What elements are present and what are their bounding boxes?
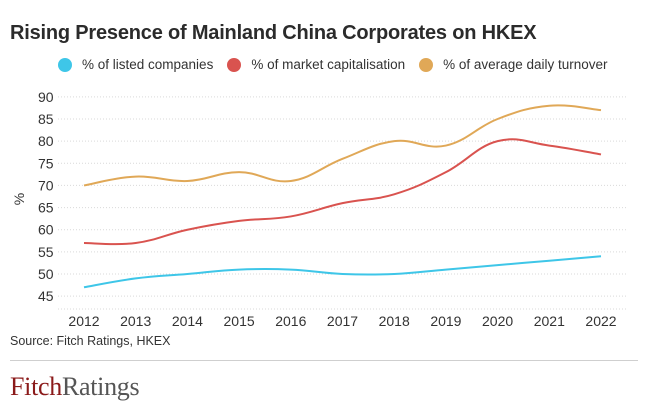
series-line-daily-turnover	[83, 104, 602, 187]
y-tick-label: 60	[38, 222, 54, 238]
legend-item-daily-turnover: % of average daily turnover	[419, 57, 608, 72]
y-tick-label: 85	[38, 111, 54, 127]
fitch-ratings-logo: FitchRatings	[10, 372, 140, 402]
y-tick-label: 50	[38, 266, 54, 282]
x-tick-label: 2022	[585, 313, 616, 329]
y-tick-label: 75	[38, 155, 54, 171]
legend-marker-listed-companies	[58, 57, 72, 72]
legend-item-market-cap: % of market capitalisation	[227, 57, 405, 72]
x-tick-label: 2020	[482, 313, 513, 329]
series-line-listed-companies	[83, 255, 602, 289]
legend-marker-market-cap	[227, 57, 242, 72]
x-tick-label: 2012	[68, 313, 99, 329]
x-tick-label: 2017	[327, 313, 358, 329]
legend-item-listed-companies: % of listed companies	[58, 57, 213, 72]
series-lines	[83, 104, 602, 289]
legend-label-market-cap: % of market capitalisation	[251, 57, 406, 72]
y-tick-label: 70	[38, 177, 54, 193]
y-tick-label: 65	[38, 200, 54, 216]
x-axis-ticks: 2012 2013 2014 2015 2016 2017 2018 2019 2020 2021…	[68, 313, 616, 329]
x-tick-label: 2018	[379, 313, 410, 329]
x-tick-label: 2013	[120, 313, 151, 329]
y-axis-label: %	[11, 193, 27, 205]
y-tick-label: 80	[38, 133, 54, 149]
legend-marker-daily-turnover	[419, 57, 434, 72]
legend-label-daily-turnover: % of average daily turnover	[443, 57, 608, 72]
footer-divider	[10, 360, 638, 361]
chart-title: Rising Presence of Mainland China Corpor…	[10, 22, 537, 44]
source-note: Source: Fitch Ratings, HKEX	[10, 334, 171, 348]
y-tick-label: 90	[38, 89, 54, 105]
series-line-market-cap	[83, 138, 602, 246]
x-tick-label: 2019	[430, 313, 461, 329]
legend-label-listed-companies: % of listed companies	[82, 57, 214, 72]
x-tick-label: 2014	[172, 313, 203, 329]
x-tick-label: 2015	[224, 313, 255, 329]
chart-legend: % of listed companies % of market capita…	[58, 57, 622, 72]
logo-fitch: Fitch	[10, 372, 62, 401]
y-tick-label: 45	[38, 288, 54, 304]
y-axis-ticks: 45 50 55 60 65 70 75 80 85 90	[38, 89, 54, 304]
x-tick-label: 2016	[275, 313, 306, 329]
y-tick-label: 55	[38, 244, 54, 260]
logo-ratings: Ratings	[61, 372, 140, 401]
x-tick-label: 2021	[534, 313, 565, 329]
